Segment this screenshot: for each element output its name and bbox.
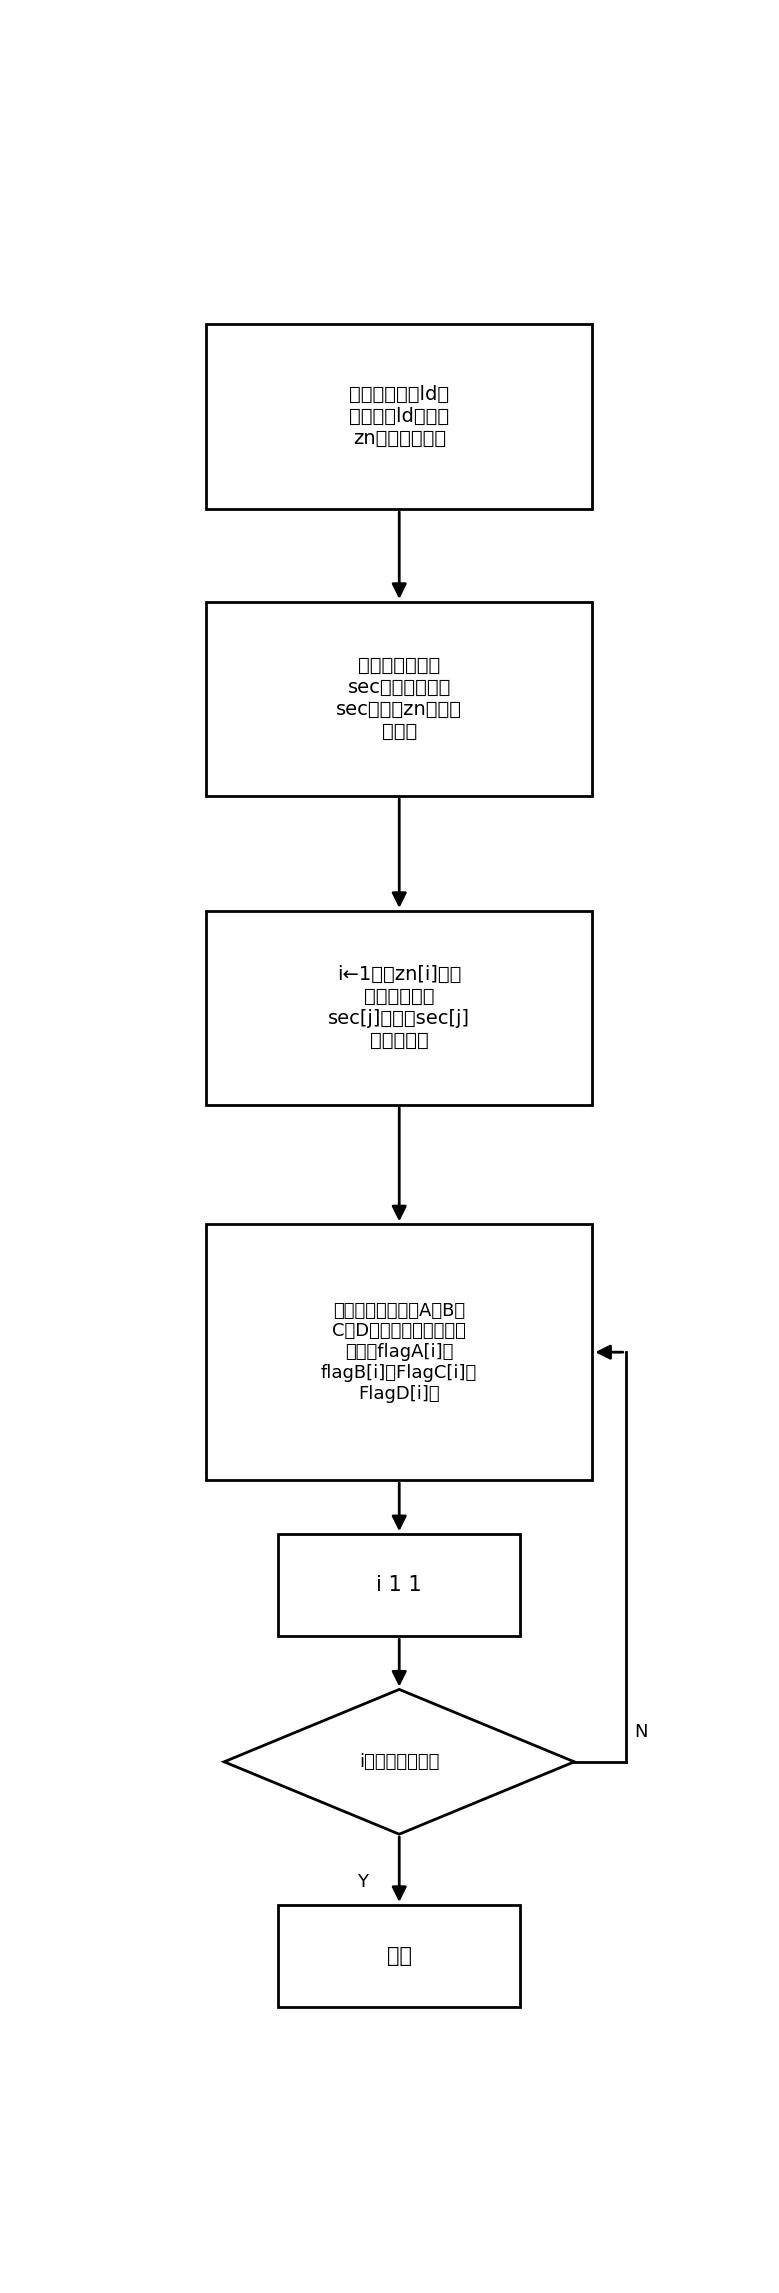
- Bar: [206, 323, 593, 509]
- Bar: [206, 1224, 593, 1481]
- Bar: [279, 1534, 520, 1637]
- Polygon shape: [224, 1690, 574, 1834]
- Bar: [279, 1905, 520, 2006]
- Bar: [206, 910, 593, 1105]
- Text: i 1 1: i 1 1: [376, 1575, 422, 1596]
- Text: i大于区段总数？: i大于区段总数？: [359, 1752, 439, 1770]
- Bar: [206, 601, 593, 796]
- Text: i←1，对zn[i]，找
到其所对应的
sec[j]，设定sec[j]
为故障状态: i←1，对zn[i]，找 到其所对应的 sec[j]，设定sec[j] 为故障状…: [328, 965, 471, 1050]
- Text: Y: Y: [358, 1873, 368, 1892]
- Text: N: N: [635, 1722, 648, 1740]
- Text: 遍历所有馈线段
sec，建立馈线段
sec与区段zn的对应
关系。: 遍历所有馈线段 sec，建立馈线段 sec与区段zn的对应 关系。: [337, 656, 462, 741]
- Text: 遍历所有负荷ld，
建立负荷ld与区段
zn的对应关系。: 遍历所有负荷ld， 建立负荷ld与区段 zn的对应关系。: [349, 385, 449, 447]
- Text: 对各区段相应标记A、B、
C、D四个标志位，并保存
结果到flagA[i]、
flagB[i]、FlagC[i]、
FlagD[i]。: 对各区段相应标记A、B、 C、D四个标志位，并保存 结果到flagA[i]、 f…: [321, 1302, 478, 1403]
- Text: 结束: 结束: [386, 1947, 412, 1965]
